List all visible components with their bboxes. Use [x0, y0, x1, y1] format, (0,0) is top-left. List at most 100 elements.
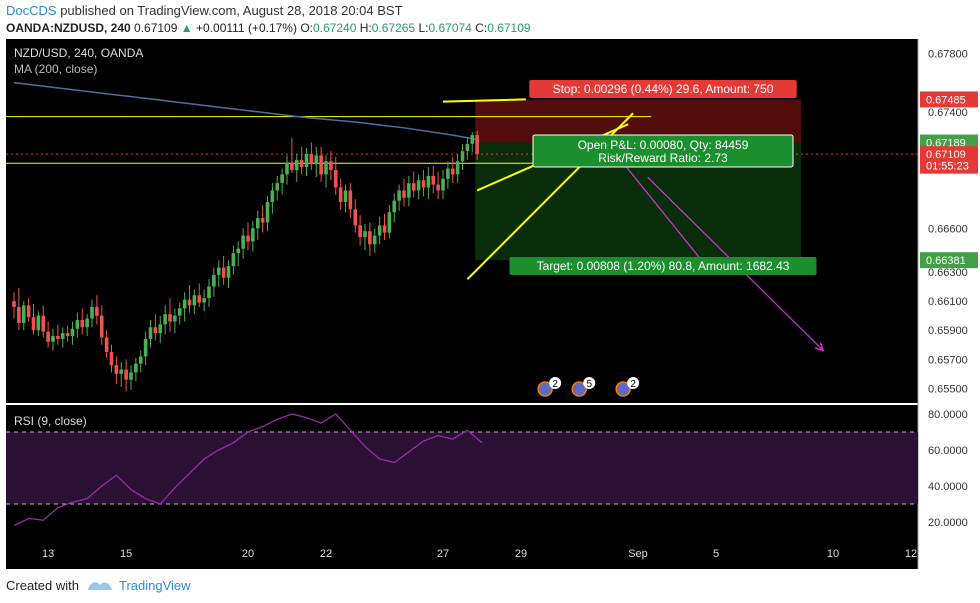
candle — [226, 260, 231, 288]
high-value: 0.67265 — [371, 21, 416, 35]
candle-body — [275, 183, 280, 191]
time-axis-tick: 13 — [42, 548, 54, 560]
time-axis-tick: 27 — [437, 548, 449, 560]
candle — [36, 311, 41, 337]
candle-body — [212, 274, 216, 287]
candle — [372, 228, 377, 254]
candle — [436, 171, 440, 200]
candle-body — [270, 190, 275, 203]
candle — [17, 287, 21, 331]
candle — [173, 308, 177, 334]
candle-body — [60, 333, 65, 339]
time-axis-pane — [6, 540, 918, 569]
candle-body — [460, 151, 465, 162]
candle-body — [138, 356, 143, 364]
chart-title: NZD/USD, 240, OANDA — [14, 46, 143, 60]
candle — [431, 165, 436, 194]
price-axis-tick: 0.66300 — [928, 267, 968, 279]
footer: Created with TradingView — [6, 577, 191, 593]
candle-body — [104, 337, 109, 353]
candle — [348, 183, 353, 219]
time-axis-tick: 20 — [242, 548, 254, 560]
candle-body — [197, 295, 202, 303]
candle — [60, 327, 65, 348]
candle-body — [299, 159, 304, 168]
candle-body — [236, 248, 241, 254]
candle — [465, 138, 470, 160]
price-axis-tick: 0.65700 — [928, 354, 968, 366]
tradingview-logo-icon — [87, 582, 112, 590]
flag-icon — [571, 381, 587, 397]
candle — [411, 171, 416, 198]
candle — [109, 344, 114, 373]
candle — [124, 359, 128, 392]
candle — [426, 167, 431, 200]
candle-body — [95, 306, 99, 316]
candle-body — [65, 333, 70, 337]
candle-body — [216, 267, 221, 275]
close-label: C: — [475, 21, 488, 35]
target-label-text: Target: 0.00808 (1.20%) 80.8, Amount: 16… — [537, 259, 790, 273]
candle-body — [450, 168, 455, 175]
price-axis-tick: 0.65500 — [928, 383, 968, 395]
price-axis-tick: 0.66100 — [928, 296, 968, 308]
candle-body — [387, 212, 392, 233]
candle-body — [455, 161, 460, 175]
tradingview-brand-link[interactable]: TradingView — [118, 577, 191, 593]
candle-body — [358, 225, 362, 238]
candle-body — [333, 170, 338, 188]
candle-body — [173, 315, 177, 322]
candle — [134, 357, 138, 382]
time-axis-tick: Sep — [628, 548, 648, 560]
candle-body — [294, 159, 299, 171]
author-link[interactable]: DocCDS — [6, 3, 57, 18]
candle — [255, 210, 260, 240]
candle — [397, 184, 401, 211]
price-axis-tick: 0.65900 — [928, 325, 968, 337]
candle-body — [134, 363, 138, 373]
change-value: +0.00111 (+0.17%) — [196, 21, 297, 35]
candle — [158, 315, 163, 344]
candle — [265, 196, 270, 232]
price-axis-label-text: 01:55:23 — [926, 161, 969, 173]
candle-body — [255, 218, 260, 229]
candle — [460, 143, 465, 171]
rsi-band-fill — [6, 432, 918, 504]
candle-body — [363, 231, 367, 238]
candle — [70, 321, 75, 345]
candle — [304, 148, 309, 176]
candle-body — [187, 299, 192, 306]
open-pl-label-text: Open P&L: 0.00080, Qty: 84459 — [578, 138, 749, 152]
rsi-line — [13, 413, 483, 527]
candle — [187, 285, 192, 313]
candle-body — [241, 235, 245, 249]
candle — [241, 228, 245, 259]
price-axis-pane — [918, 39, 980, 569]
chart-canvas[interactable]: 0.67800 0.67400 0.66600 0.66300 0.66100 0.659… — [0, 39, 980, 569]
candle — [90, 299, 94, 328]
open-pl-label-text: Risk/Reward Ratio: 2.73 — [598, 151, 728, 165]
candle-body — [392, 200, 397, 213]
candle-body — [36, 315, 41, 331]
price-axis-tick: 0.67800 — [928, 49, 968, 61]
candle-body — [260, 218, 265, 223]
candle — [21, 301, 26, 331]
candle — [392, 193, 397, 223]
candle-body — [46, 331, 50, 342]
candle-body — [70, 328, 75, 337]
price-axis-tick: 0.67400 — [928, 107, 968, 119]
candle — [153, 314, 158, 341]
candle — [65, 325, 70, 342]
stop-label-text: Stop: 0.00296 (0.44%) 29.6, Amount: 750 — [553, 82, 774, 96]
candle — [407, 175, 411, 207]
candle-body — [353, 209, 358, 226]
candle-body — [80, 320, 85, 328]
candle — [377, 216, 382, 245]
open-pl-label-box — [532, 134, 794, 168]
flag-icon — [615, 381, 631, 397]
candle — [177, 302, 182, 325]
candle — [182, 292, 187, 322]
economic-event-marker: 2 — [615, 377, 640, 397]
candle-body — [280, 174, 284, 184]
candle-body — [114, 365, 119, 374]
